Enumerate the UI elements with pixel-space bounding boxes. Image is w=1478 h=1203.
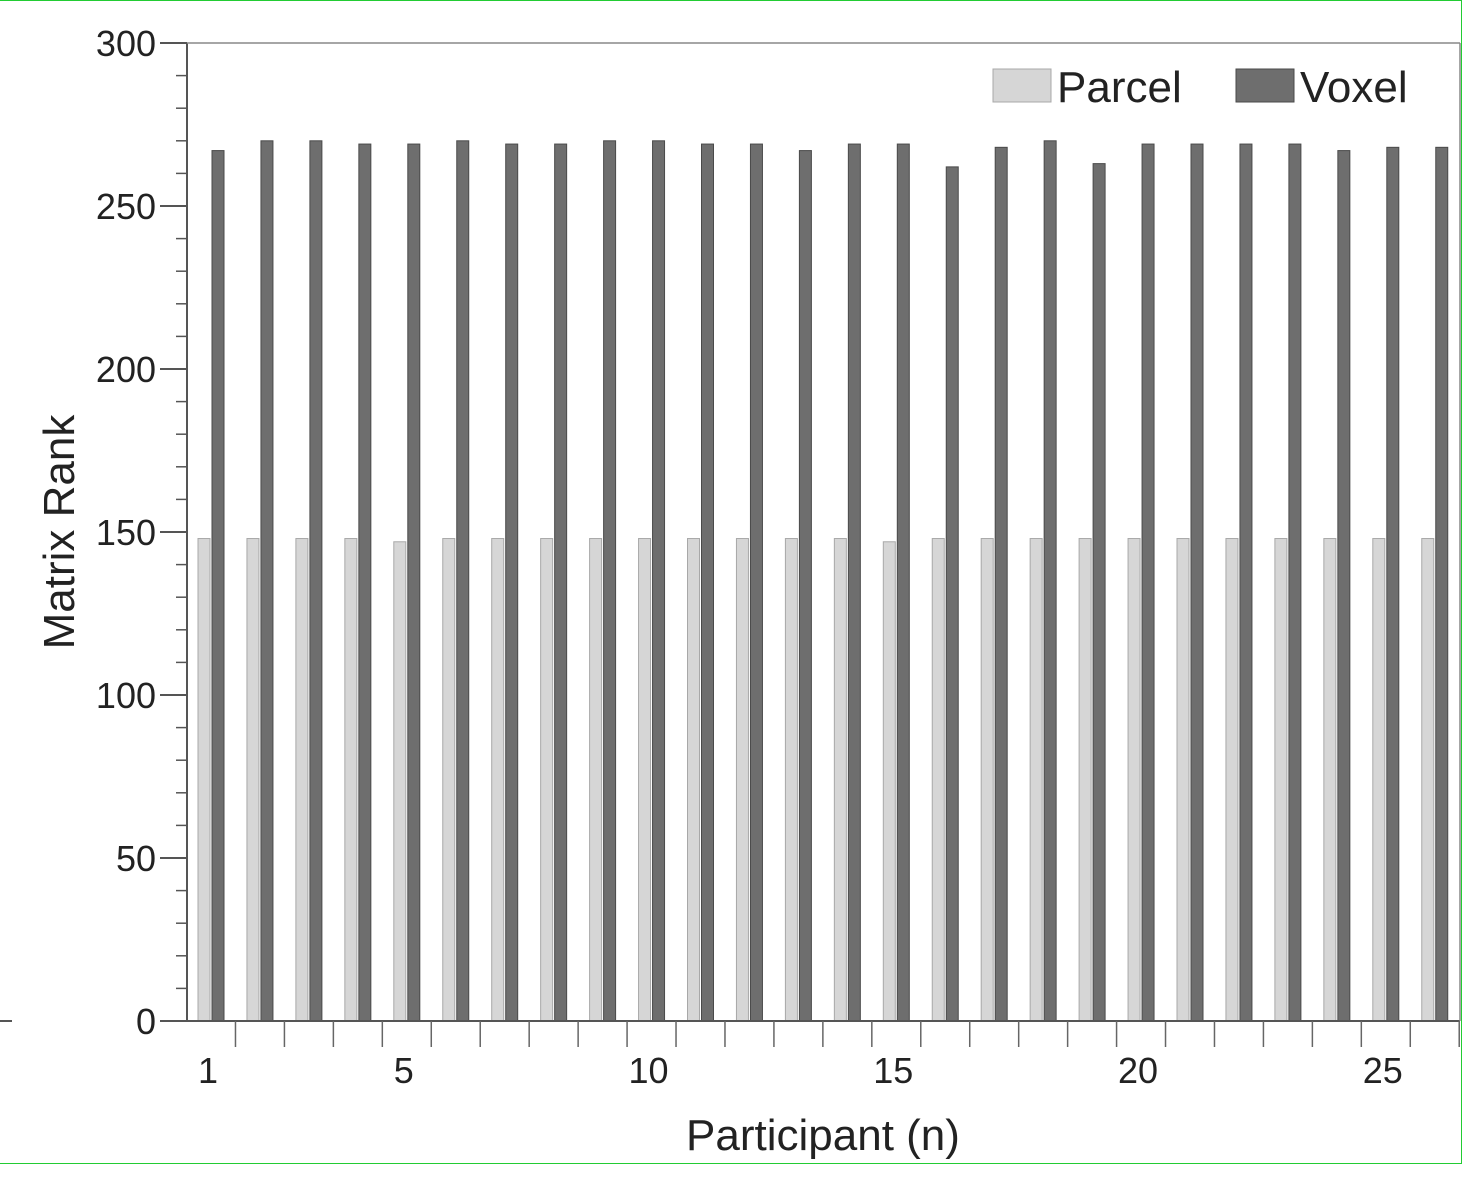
- voxel-bar-6: [456, 140, 470, 1022]
- parcel-bar-14: [833, 538, 847, 1022]
- x-axis-title: Participant (n): [686, 1111, 960, 1160]
- voxel-bar-4: [358, 143, 372, 1022]
- voxel-bar-20: [1141, 143, 1155, 1022]
- y-minor-ticks: [160, 42, 187, 1022]
- x-tick-labels: 1 5 10 15 20 25: [198, 1050, 1403, 1091]
- voxel-bar-17: [994, 146, 1008, 1022]
- legend: Parcel Voxel: [992, 63, 1408, 112]
- voxel-bar-13: [798, 150, 812, 1022]
- parcel-bar-3: [295, 538, 309, 1022]
- parcel-bar-25: [1372, 538, 1386, 1022]
- axes: [0, 42, 1461, 1047]
- parcel-bar-6: [442, 538, 456, 1022]
- voxel-legend-swatch: [1235, 68, 1295, 103]
- parcel-bar-11: [687, 538, 700, 1022]
- y-tick-label: 200: [96, 349, 156, 390]
- bars: [197, 140, 1449, 1022]
- x-tick-label: 1: [198, 1050, 218, 1091]
- y-tick-label: 150: [96, 512, 156, 553]
- y-tick-label: 100: [96, 675, 156, 716]
- parcel-legend-label: Parcel: [1057, 63, 1182, 112]
- figure-frame: [0, 0, 1462, 1164]
- voxel-bar-12: [749, 143, 763, 1022]
- voxel-bar-21: [1190, 143, 1204, 1022]
- parcel-bar-21: [1176, 538, 1190, 1022]
- voxel-bar-1: [211, 150, 225, 1022]
- parcel-legend-swatch: [992, 68, 1052, 103]
- x-tick-label: 10: [629, 1050, 669, 1091]
- parcel-bar-2: [246, 538, 260, 1022]
- parcel-bar-17: [980, 538, 994, 1022]
- y-tick-label: 300: [96, 23, 156, 64]
- parcel-bar-20: [1127, 538, 1141, 1022]
- voxel-bar-16: [945, 166, 959, 1022]
- voxel-bar-5: [407, 143, 421, 1022]
- x-tick-label: 15: [873, 1050, 913, 1091]
- parcel-bar-12: [735, 538, 749, 1022]
- voxel-bar-19: [1092, 163, 1106, 1022]
- parcel-bar-8: [540, 538, 554, 1022]
- parcel-bar-7: [491, 538, 505, 1022]
- y-tick-labels: 0 50 100 150 200 250 300: [96, 23, 156, 1042]
- parcel-bar-22: [1225, 538, 1239, 1022]
- parcel-bar-4: [344, 538, 358, 1022]
- voxel-bar-9: [603, 140, 617, 1022]
- parcel-bar-26: [1421, 538, 1435, 1022]
- voxel-bar-11: [701, 143, 714, 1022]
- parcel-bar-10: [638, 538, 652, 1022]
- voxel-bar-2: [260, 140, 274, 1022]
- parcel-bar-19: [1078, 538, 1092, 1022]
- voxel-bar-8: [554, 143, 568, 1022]
- voxel-bar-7: [505, 143, 519, 1022]
- parcel-bar-13: [784, 538, 798, 1022]
- parcel-bar-5: [393, 541, 407, 1022]
- parcel-bar-16: [931, 538, 945, 1022]
- parcel-bar-9: [589, 538, 603, 1022]
- parcel-bar-23: [1274, 538, 1288, 1022]
- parcel-bar-1: [197, 538, 211, 1022]
- voxel-bar-10: [652, 140, 666, 1022]
- x-tick-label: 20: [1118, 1050, 1158, 1091]
- y-axis-title: Matrix Rank: [35, 414, 84, 650]
- voxel-bar-14: [847, 143, 861, 1022]
- voxel-bar-15: [896, 143, 910, 1022]
- voxel-bar-24: [1337, 150, 1351, 1022]
- parcel-bar-15: [882, 541, 896, 1022]
- voxel-legend-label: Voxel: [1300, 63, 1408, 112]
- voxel-bar-26: [1435, 146, 1449, 1022]
- parcel-bar-24: [1323, 538, 1337, 1022]
- y-tick-label: 0: [136, 1001, 156, 1042]
- x-tick-label: 5: [394, 1050, 414, 1091]
- y-tick-label: 50: [116, 838, 156, 879]
- voxel-bar-22: [1239, 143, 1253, 1022]
- parcel-bar-18: [1029, 538, 1043, 1022]
- x-tick-label: 25: [1363, 1050, 1403, 1091]
- voxel-bar-25: [1386, 146, 1400, 1022]
- voxel-bar-23: [1288, 143, 1302, 1022]
- y-tick-label: 250: [96, 186, 156, 227]
- voxel-bar-3: [309, 140, 323, 1022]
- voxel-bar-18: [1043, 140, 1057, 1022]
